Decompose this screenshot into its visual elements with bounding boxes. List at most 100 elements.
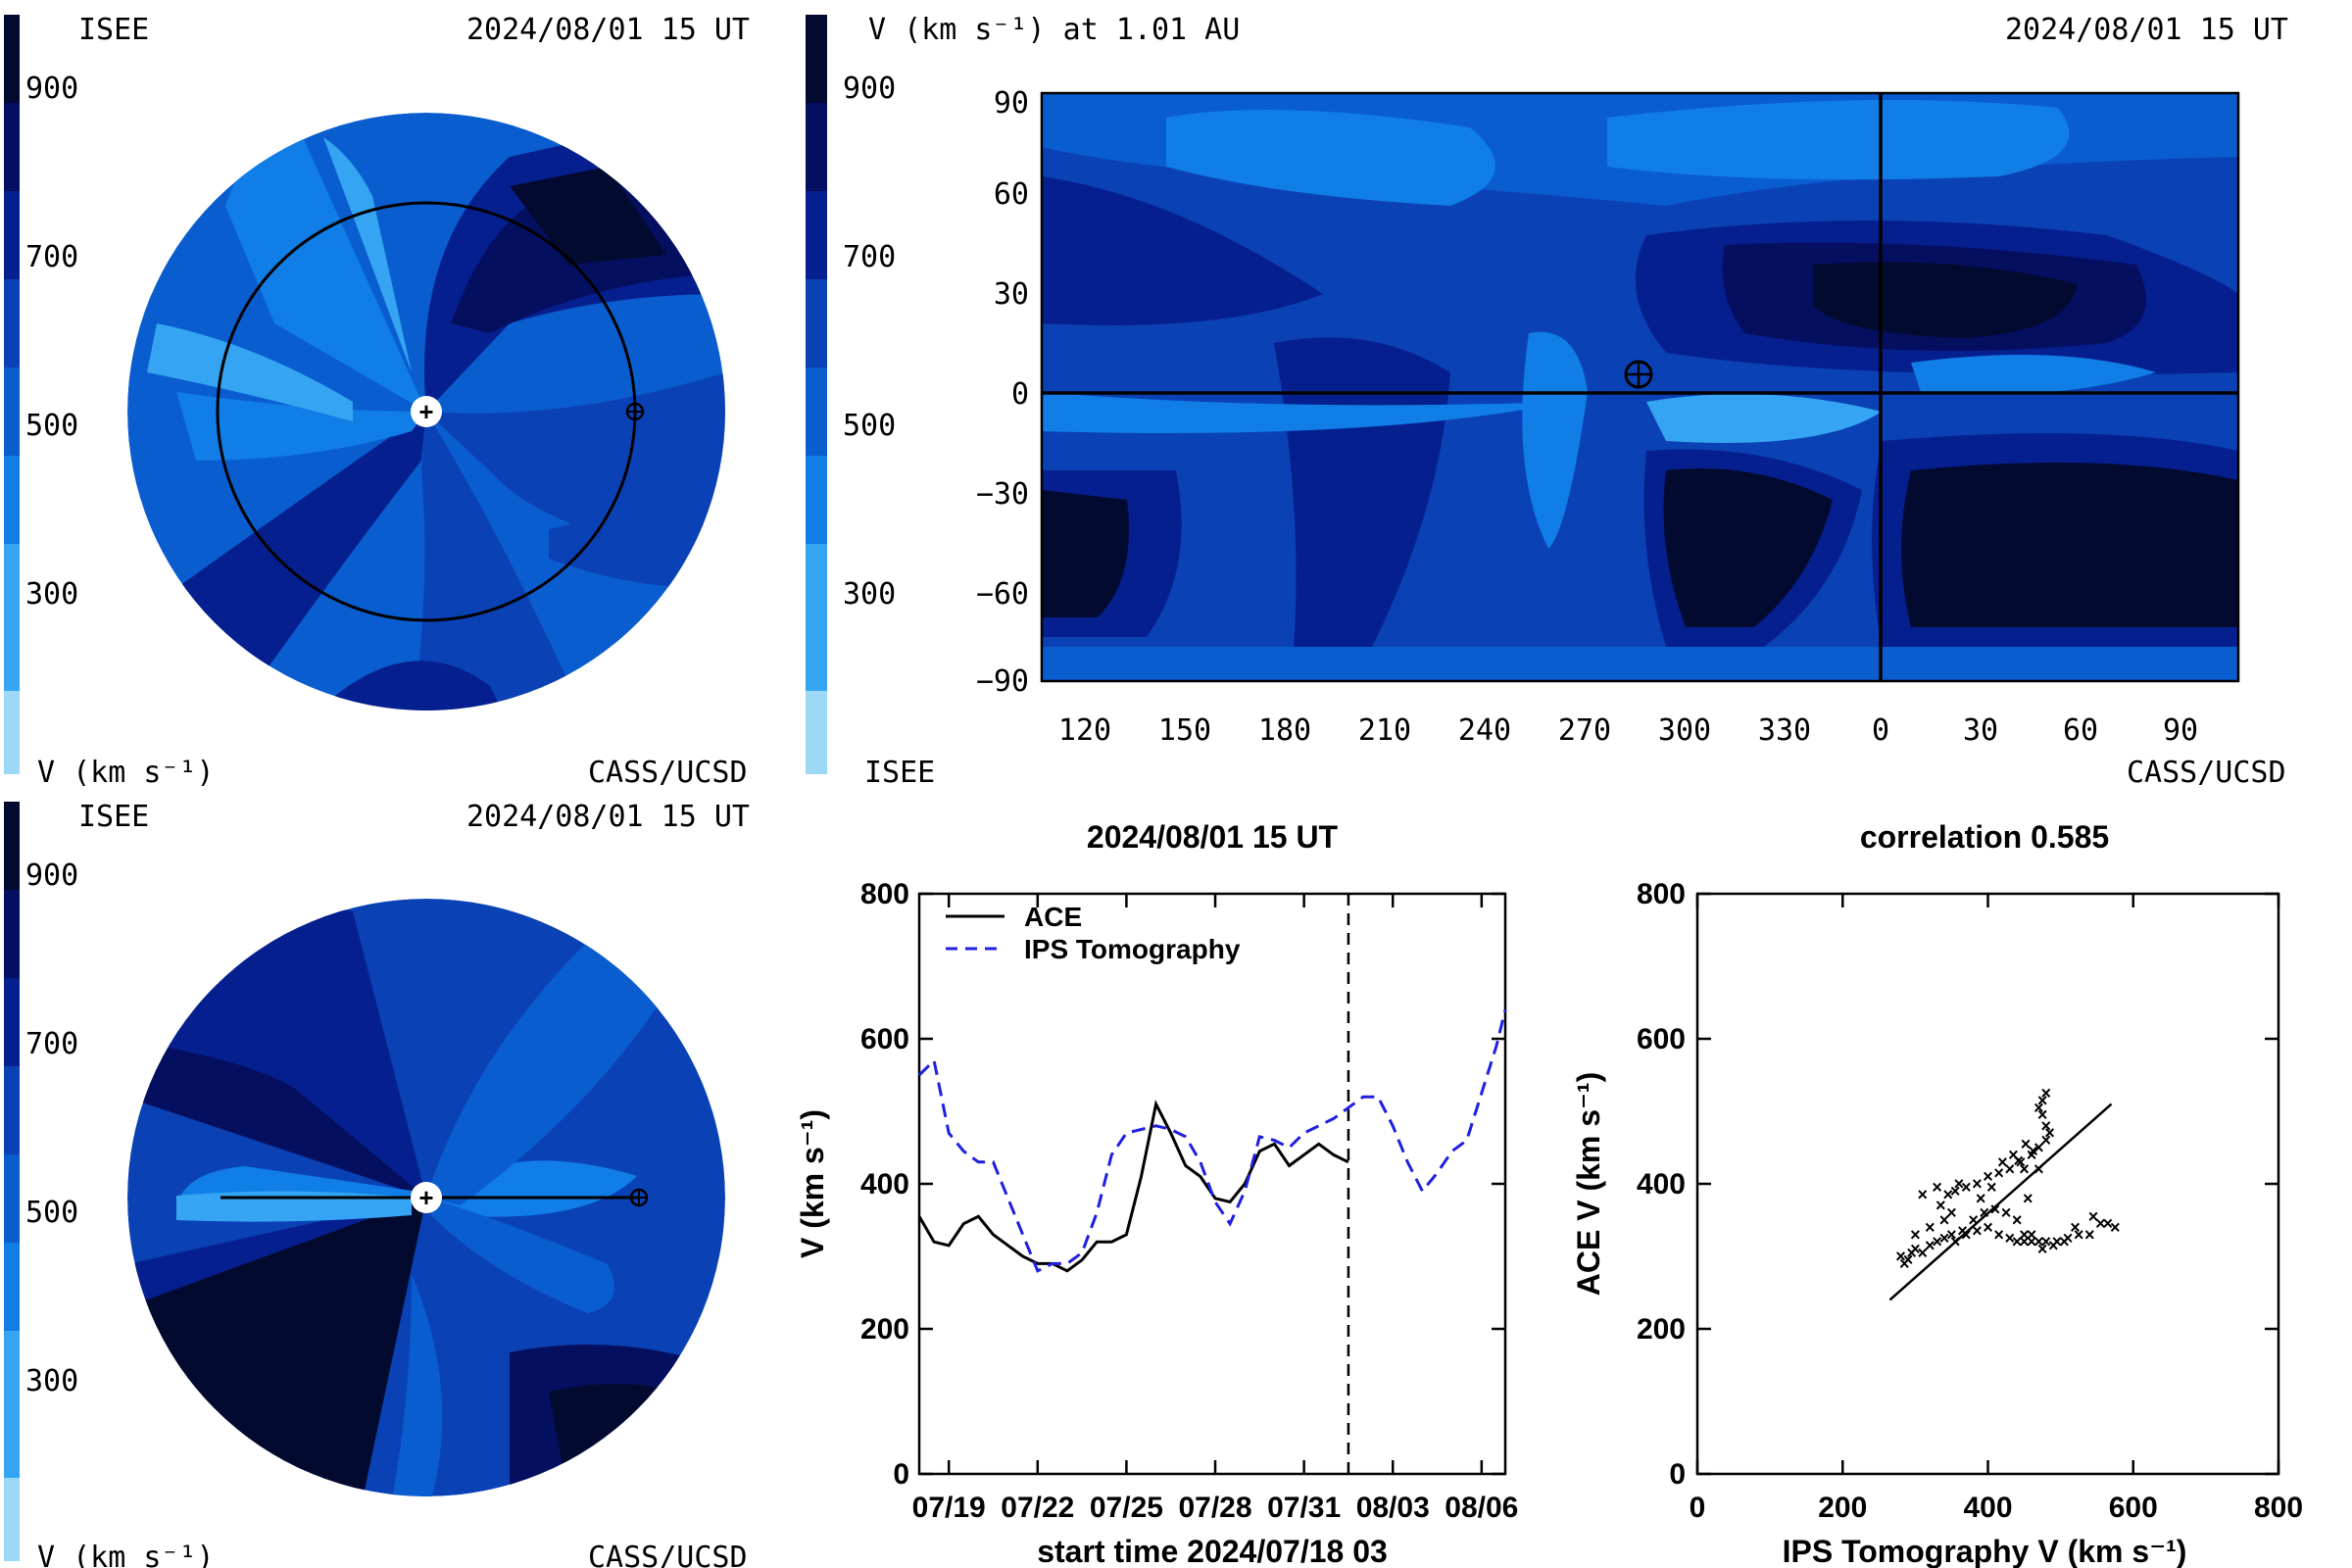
sun-icon: + — [418, 1183, 433, 1212]
x-tick-label: 0 — [1690, 1492, 1706, 1524]
colorbar-tick-label: 700 — [843, 240, 896, 274]
panel-bottom-left-polar: 900 700 500 300 ISEE 2024/08/01 15 UT V … — [4, 800, 750, 1568]
scatter-point: × — [2021, 1134, 2032, 1153]
colorbar-tick-label: 300 — [25, 1364, 78, 1398]
map-title: V (km s⁻¹) at 1.01 AU — [868, 13, 1240, 47]
scatter-point: × — [2084, 1225, 2095, 1245]
scatter-point: × — [2041, 1232, 2052, 1251]
scatter-point: × — [1918, 1243, 1929, 1262]
colorbar-seg — [806, 15, 827, 103]
earth-icon — [625, 402, 645, 421]
sun-icon — [411, 396, 442, 427]
panel-top-right-map: 900 700 500 300 V (km s⁻¹) at 1.01 AU 20… — [806, 13, 2288, 790]
y-tick-label: 600 — [860, 1023, 909, 1055]
scatter-point: × — [1950, 1181, 1961, 1200]
earth-icon — [629, 1188, 649, 1207]
x-tick-label: 270 — [1558, 713, 1611, 748]
scatter-point: × — [1906, 1243, 1917, 1262]
y-tick-label: 400 — [1637, 1168, 1686, 1200]
x-tick-label: 07/25 — [1090, 1492, 1163, 1524]
y-tick-label: 200 — [1637, 1313, 1686, 1346]
panel-top-left-polar: 900 700 500 300 ISEE 2024/08/01 15 UT V … — [4, 13, 750, 790]
time-series-chart: 2024/08/01 15 UT start time 2024/07/18 0… — [795, 819, 1518, 1568]
x-tick-label: 60 — [2063, 713, 2098, 748]
colorbar-seg — [4, 456, 20, 544]
scatter-point: × — [1957, 1221, 1968, 1241]
credit-label: CASS/UCSD — [588, 1541, 748, 1568]
colorbar-seg — [4, 691, 20, 774]
colorbar-seg — [4, 103, 20, 191]
units-label: V (km s⁻¹) — [37, 1541, 215, 1568]
colorbar-tick-label: 900 — [843, 72, 896, 106]
scatter-ticks: 0 200 400 600 800 0 200 400 600 800 — [1637, 878, 2303, 1524]
legend: ACE IPS Tomography — [946, 902, 1241, 964]
x-axis-label: start time 2024/07/18 03 — [1037, 1534, 1388, 1568]
panel-timestamp: 2024/08/01 15 UT — [466, 800, 750, 834]
legend-label: IPS Tomography — [1024, 934, 1241, 964]
x-tick-label: 07/22 — [1001, 1492, 1074, 1524]
colorbar-tick-label: 700 — [25, 1027, 78, 1061]
scatter-point: × — [1997, 1152, 2008, 1172]
earth-icon — [1624, 360, 1653, 389]
y-tick-label: 800 — [860, 878, 909, 910]
scatter-point: × — [1939, 1210, 1950, 1230]
colorbar-seg — [4, 1331, 20, 1478]
scatter-point: × — [2034, 1159, 2044, 1179]
colorbar-seg — [4, 802, 20, 890]
panel-source-label: ISEE — [864, 756, 935, 790]
scatter-point: × — [2023, 1189, 2034, 1208]
y-tick-label: −90 — [976, 664, 1029, 699]
colorbar-seg — [4, 890, 20, 978]
scatter-chart: correlation 0.585 IPS Tomography V (km s… — [1571, 819, 2303, 1568]
colorbar-seg — [806, 456, 827, 544]
scatter-point: × — [2070, 1217, 2081, 1237]
colorbar-seg — [806, 368, 827, 456]
scatter-point: × — [1918, 1185, 1929, 1204]
colorbar-tick-label: 500 — [843, 409, 896, 443]
x-tick-label: 90 — [2163, 713, 2198, 748]
scatter-point: × — [2027, 1232, 2037, 1251]
x-tick-label: 07/28 — [1178, 1492, 1251, 1524]
x-tick-label: 120 — [1058, 713, 1111, 748]
colorbar-seg — [4, 1154, 20, 1243]
x-tick-label: 200 — [1818, 1492, 1867, 1524]
colorbar-tick-label: 900 — [25, 858, 78, 893]
colorbar-seg — [4, 544, 20, 691]
time-series-ticks: 0 200 400 600 800 07/19 07/22 07/25 07/28 07/31 08… — [860, 878, 1518, 1524]
scatter-point: × — [1910, 1225, 1921, 1245]
colorbar-seg — [4, 978, 20, 1066]
scatter-point: × — [1990, 1200, 2001, 1219]
y-tick-label: 60 — [994, 177, 1029, 212]
colorbar-tick-label: 300 — [843, 577, 896, 612]
x-tick-label: 400 — [1963, 1492, 2012, 1524]
y-axis-label: ACE V (km s⁻¹) — [1571, 1072, 1606, 1296]
colorbar-seg — [4, 368, 20, 456]
scatter-point: × — [2048, 1236, 2059, 1255]
y-tick-label: 800 — [1637, 878, 1686, 910]
colorbar-seg — [4, 279, 20, 368]
scatter-point: × — [2034, 1138, 2044, 1157]
scatter-point: × — [2028, 1142, 2038, 1161]
scatter-point: × — [2013, 1151, 2024, 1170]
scatter-point: × — [2041, 1116, 2052, 1136]
credit-label: CASS/UCSD — [588, 756, 748, 790]
scatter-point: × — [2074, 1225, 2084, 1245]
scatter-point: × — [2012, 1232, 2023, 1251]
x-tick-label: 600 — [2109, 1492, 2158, 1524]
scatter-point: × — [2063, 1229, 2074, 1249]
y-tick-label: 90 — [994, 86, 1029, 121]
scatter-point: × — [1972, 1221, 1983, 1241]
colorbar-seg — [806, 279, 827, 368]
x-tick-label: 210 — [1358, 713, 1411, 748]
scatter-point: × — [2008, 1145, 2019, 1164]
scatter-point: × — [1954, 1174, 1965, 1194]
colorbar-seg — [4, 1478, 20, 1561]
scatter-point: × — [1950, 1232, 1961, 1251]
colorbar-tick-label: 500 — [25, 1196, 78, 1230]
colorbar-tick-label: 300 — [25, 577, 78, 612]
scatter-point: × — [1925, 1236, 1936, 1255]
scatter-point: × — [1946, 1225, 1957, 1245]
scatter-point: × — [2095, 1214, 2106, 1234]
scatter-point: × — [2001, 1203, 2012, 1223]
colorbar-tick-label: 700 — [25, 240, 78, 274]
